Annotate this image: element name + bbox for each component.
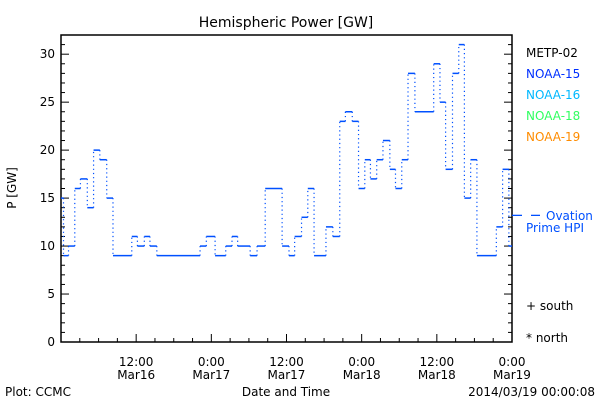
y-axis-label: P [GW] bbox=[5, 167, 19, 209]
ovation-label-1: Ovation bbox=[546, 209, 593, 223]
south-marker-label: + south bbox=[526, 299, 573, 313]
x-tick-time: 12:00 bbox=[269, 355, 304, 369]
legend-entry: NOAA-19 bbox=[526, 130, 580, 144]
x-axis-label: Date and Time bbox=[242, 385, 330, 399]
x-tick-date: Mar19 bbox=[493, 368, 531, 382]
x-tick-time: 0:00 bbox=[348, 355, 375, 369]
x-tick-date: Mar16 bbox=[117, 368, 155, 382]
north-marker-label: * north bbox=[526, 331, 568, 345]
legend-entry: NOAA-15 bbox=[526, 67, 580, 81]
x-tick-time: 0:00 bbox=[499, 355, 526, 369]
y-tick-label: 25 bbox=[40, 95, 55, 109]
legend-entry: NOAA-16 bbox=[526, 88, 580, 102]
y-tick-label: 20 bbox=[40, 143, 55, 157]
y-tick-label: 5 bbox=[47, 287, 55, 301]
chart-title: Hemispheric Power [GW] bbox=[199, 15, 374, 31]
x-tick-date: Mar17 bbox=[268, 368, 306, 382]
x-tick-date: Mar18 bbox=[418, 368, 456, 382]
x-tick-date: Mar18 bbox=[343, 368, 381, 382]
ovation-label-2: Prime HPI bbox=[526, 221, 584, 235]
footer-right: 2014/03/19 00:00:08 bbox=[468, 385, 595, 399]
y-tick-label: 10 bbox=[40, 239, 55, 253]
y-tick-label: 0 bbox=[47, 335, 55, 349]
y-tick-label: 15 bbox=[40, 191, 55, 205]
x-tick-date: Mar17 bbox=[192, 368, 230, 382]
x-tick-time: 12:00 bbox=[420, 355, 455, 369]
plot-frame bbox=[60, 34, 513, 343]
legend-entry: METP-02 bbox=[526, 46, 578, 60]
footer-left: Plot: CCMC bbox=[5, 385, 71, 399]
y-tick-label: 30 bbox=[40, 47, 55, 61]
x-tick-time: 0:00 bbox=[198, 355, 225, 369]
legend-entry: NOAA-18 bbox=[526, 109, 580, 123]
x-tick-time: 12:00 bbox=[119, 355, 154, 369]
